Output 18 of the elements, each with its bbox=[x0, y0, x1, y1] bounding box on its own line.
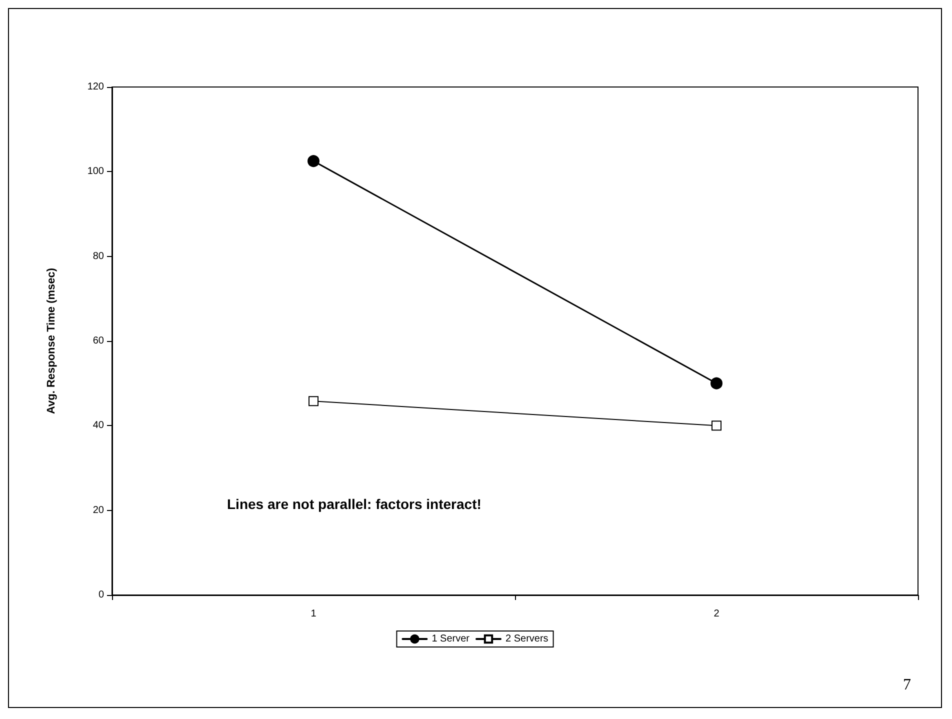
y-tick-label: 0 bbox=[98, 590, 104, 600]
legend-label: 1 Server bbox=[432, 634, 470, 644]
text: 7 bbox=[903, 676, 911, 694]
y-tick-label: 120 bbox=[87, 82, 104, 92]
point bbox=[308, 155, 320, 168]
y-tick-label: 60 bbox=[92, 336, 104, 346]
x-tick-label: 1 bbox=[310, 608, 317, 620]
y-tick-label: 80 bbox=[92, 250, 104, 262]
annotation: Lines are not parallel: factors interact! bbox=[227, 496, 482, 512]
y-axis-title: Avg. Response Time (msec) bbox=[46, 268, 58, 414]
point bbox=[710, 377, 722, 390]
y-tick-label: 100 bbox=[87, 166, 104, 178]
x-tick-label: 2 bbox=[714, 608, 720, 620]
legend-label: 2 Servers bbox=[506, 634, 548, 644]
point bbox=[308, 396, 318, 406]
y-tick-label: 20 bbox=[92, 504, 104, 516]
y-tick-label: 40 bbox=[92, 420, 104, 432]
point bbox=[712, 420, 722, 431]
